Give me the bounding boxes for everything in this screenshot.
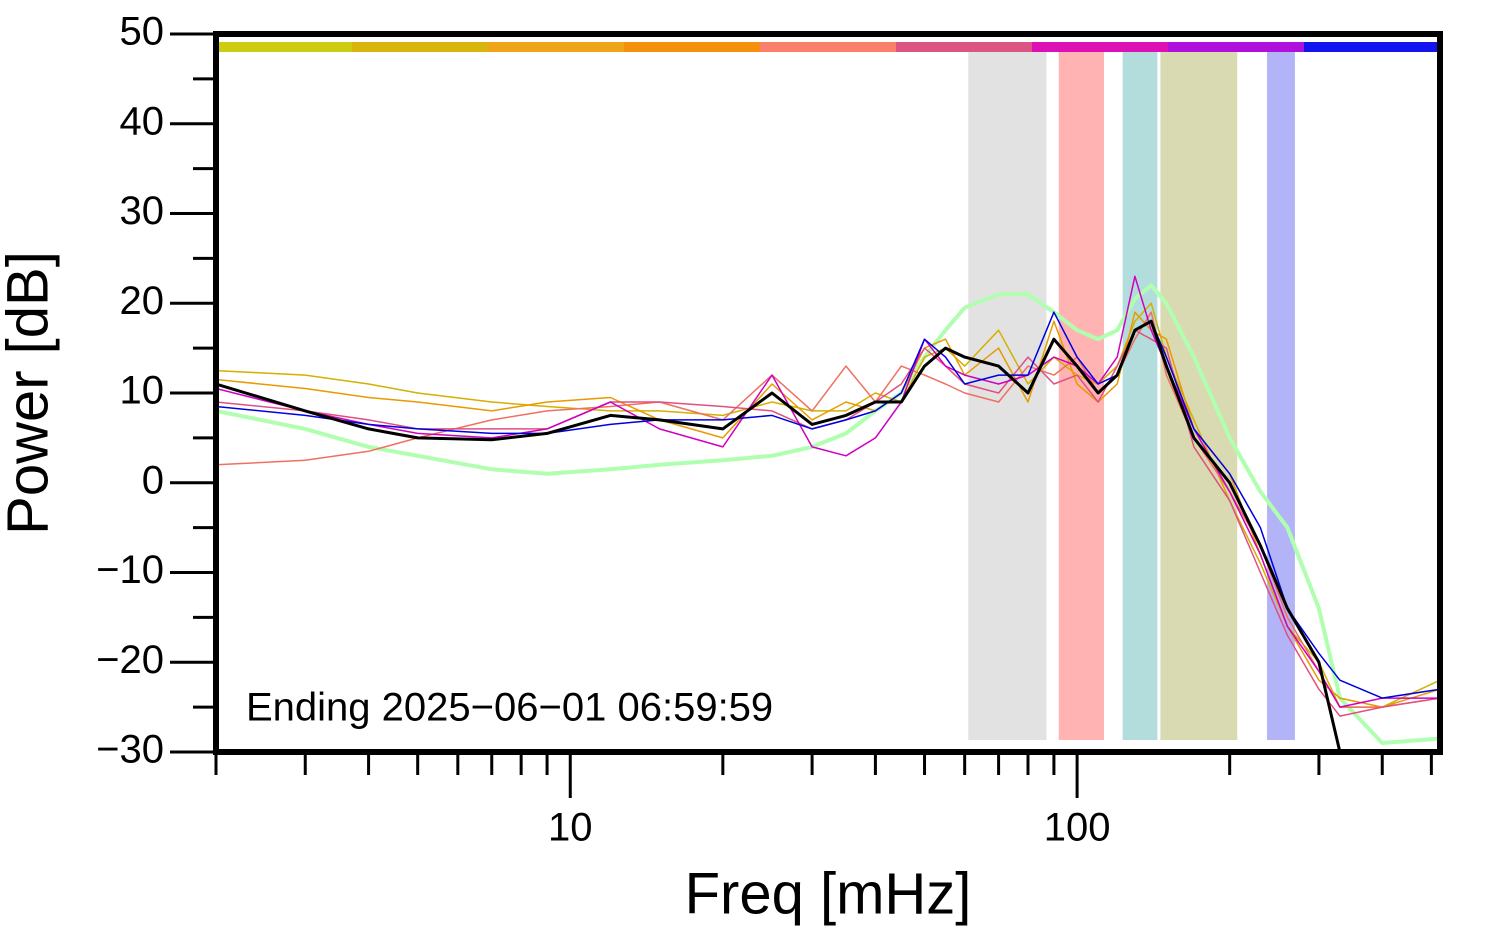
- top-bar-segment: [896, 42, 1033, 52]
- series-line: [216, 311, 1440, 699]
- series-line: [216, 311, 1440, 708]
- x-tick-label: 100: [1044, 806, 1111, 850]
- band: [1122, 52, 1158, 740]
- series-line: [216, 311, 1440, 708]
- series-line: [216, 319, 1342, 752]
- series-line: [216, 283, 1440, 745]
- y-tick-label: 40: [120, 99, 165, 143]
- y-tick-label: −10: [96, 548, 164, 592]
- top-bar-segment: [624, 42, 761, 52]
- top-bar-segment: [1032, 42, 1169, 52]
- series-line: [216, 302, 1440, 708]
- y-axis-label: Power [dB]: [0, 251, 60, 535]
- top-bar: [216, 42, 1441, 52]
- top-bar-segment: [352, 42, 489, 52]
- band: [1160, 52, 1238, 740]
- plot-frame: [213, 31, 1443, 755]
- lines: [216, 275, 1440, 752]
- y-tick-label: 0: [142, 458, 164, 502]
- top-bar-segment: [760, 42, 897, 52]
- y-tick-label: −20: [96, 638, 164, 682]
- bands: [968, 52, 1295, 740]
- top-bar-segment: [488, 42, 625, 52]
- series-line: [216, 329, 1440, 717]
- y-tick-label: 10: [120, 369, 165, 413]
- series-line: [216, 275, 1440, 708]
- y-tick-label: 30: [120, 189, 165, 233]
- x-tick-label: 10: [548, 806, 593, 850]
- y-tick-label: 50: [120, 10, 165, 54]
- top-bar-segment: [216, 42, 353, 52]
- band: [1058, 52, 1105, 740]
- annotation: Ending 2025−06−01 06:59:59: [246, 686, 773, 730]
- y-tick-label: −30: [96, 728, 164, 772]
- top-bar-segment: [1168, 42, 1305, 52]
- axes: −30 −20 −10 0 10 20 30 40 50 10 100: [96, 10, 1433, 850]
- x-axis-label: Freq [mHz]: [685, 861, 972, 926]
- band: [968, 52, 1047, 740]
- band: [1267, 52, 1295, 740]
- y-tick-label: 20: [120, 279, 165, 323]
- top-bar-segment: [1304, 42, 1441, 52]
